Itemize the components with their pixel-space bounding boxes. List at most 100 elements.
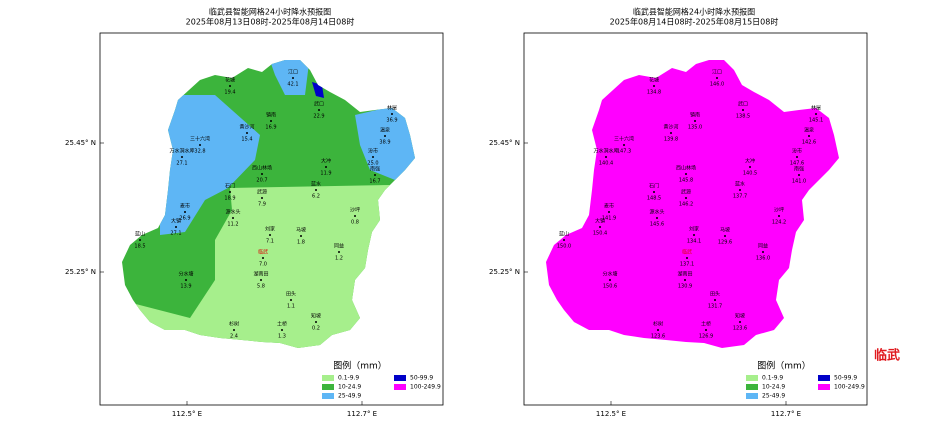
legend-swatch	[394, 384, 406, 390]
station-dot	[184, 211, 186, 213]
station-value: 32.8	[194, 149, 205, 155]
station-value: 7.0	[259, 262, 267, 268]
station-name: 江口	[712, 69, 722, 76]
zone	[160, 95, 260, 235]
station-name: 湖南田	[677, 271, 692, 278]
station-dot	[246, 132, 248, 134]
station-name: 麦市	[180, 203, 190, 210]
station-dot	[233, 329, 235, 331]
station-dot	[260, 279, 262, 281]
station-value: 147.6	[790, 161, 804, 167]
station-name: 西山林场	[252, 165, 272, 172]
station-value: 11.2	[227, 222, 238, 228]
lat-label: 25.25° N	[65, 268, 96, 276]
station-value: 20.7	[256, 178, 267, 184]
stations: 花塘 134.8 江口 146.0 镇南 135.0 武口 138.5 林屋 145.1 温泉 142…	[557, 69, 823, 340]
station-value: 137.7	[733, 194, 747, 200]
legend-label: 100-249.9	[834, 384, 865, 391]
map-frame	[99, 32, 444, 406]
station-value: 129.6	[718, 240, 732, 246]
zone	[268, 60, 310, 95]
station-dot	[315, 321, 317, 323]
station-name: 马坡	[296, 227, 306, 234]
station-name: 分水塘	[602, 271, 617, 278]
station-name: 沙坪	[774, 207, 784, 214]
station-name: 同益	[758, 243, 768, 250]
station-name: 石门	[649, 183, 659, 190]
station-dot	[653, 191, 655, 193]
station-value: 148.5	[647, 196, 661, 202]
station-name: 汾市	[792, 148, 802, 155]
legend-label: 0.1-9.9	[338, 375, 359, 382]
station-dot	[139, 239, 141, 241]
station-name: 镇南	[266, 112, 276, 119]
station-value: 11.9	[320, 171, 331, 177]
station-dot	[292, 77, 294, 79]
station-dot	[372, 156, 374, 158]
station-dot	[232, 217, 234, 219]
station-name: 花塘	[225, 77, 235, 84]
legend-swatch	[818, 384, 830, 390]
station-dot	[796, 156, 798, 158]
station-dot	[798, 174, 800, 176]
station-dot	[384, 135, 386, 137]
station-dot	[315, 189, 317, 191]
station-name: 杉树	[653, 321, 663, 328]
station-value: 2.4	[230, 334, 238, 340]
zone	[355, 100, 415, 180]
station-name: 临武	[682, 249, 692, 256]
station-value: 42.1	[287, 82, 298, 88]
station-dot	[391, 113, 393, 115]
station-value: 124.2	[772, 220, 786, 226]
station-value: 1.2	[335, 256, 343, 262]
station-value: 18.5	[134, 244, 145, 250]
station-value: 146.2	[679, 202, 693, 208]
legend-swatch	[322, 384, 334, 390]
station-dot	[705, 329, 707, 331]
lon-label: 112.5° E	[172, 410, 202, 418]
legend-swatch	[746, 393, 758, 399]
station-value: 145.1	[809, 118, 823, 124]
station-dot	[685, 197, 687, 199]
station-value: 135.0	[688, 125, 702, 131]
station-name: 武源	[681, 189, 691, 196]
station-dot	[269, 234, 271, 236]
legend-swatch	[746, 375, 758, 381]
station-dot	[181, 156, 183, 158]
station-value: 19.4	[224, 90, 235, 96]
legend-label: 25-49.9	[762, 393, 785, 400]
station-dot	[318, 109, 320, 111]
station-name: 三十六湾	[614, 136, 634, 143]
station-value: 134.8	[647, 90, 661, 96]
station-value: 136.0	[756, 256, 770, 262]
station-value: 27.1	[176, 161, 187, 167]
station-dot	[354, 215, 356, 217]
station-value: 141.9	[602, 216, 616, 222]
station-name: 花塘	[649, 77, 659, 84]
station-value: 26.9	[179, 216, 190, 222]
station-name: 知坡	[735, 313, 745, 320]
station-value: 147.3	[617, 149, 631, 155]
station-dot	[325, 166, 327, 168]
legend-swatch	[746, 384, 758, 390]
station-value: 6.2	[312, 194, 320, 200]
station-value: 150.0	[557, 244, 571, 250]
station-dot	[653, 85, 655, 87]
zone	[122, 185, 390, 348]
lon-label: 112.7° E	[771, 410, 801, 418]
station-name: 蓝山	[559, 231, 569, 238]
station-name: 石门	[225, 183, 235, 190]
station-value: 130.9	[678, 284, 692, 290]
lat-label: 25.25° N	[489, 268, 520, 276]
station-name: 温泉	[380, 127, 390, 134]
station-dot	[229, 191, 231, 193]
station-value: 25.0	[367, 161, 378, 167]
logo: 临武	[874, 348, 900, 364]
station-value: 123.6	[651, 334, 665, 340]
station-value: 0.2	[312, 326, 320, 332]
station-name: 蓝水	[735, 181, 745, 188]
station-value: 140.4	[599, 161, 613, 167]
station-dot	[670, 132, 672, 134]
